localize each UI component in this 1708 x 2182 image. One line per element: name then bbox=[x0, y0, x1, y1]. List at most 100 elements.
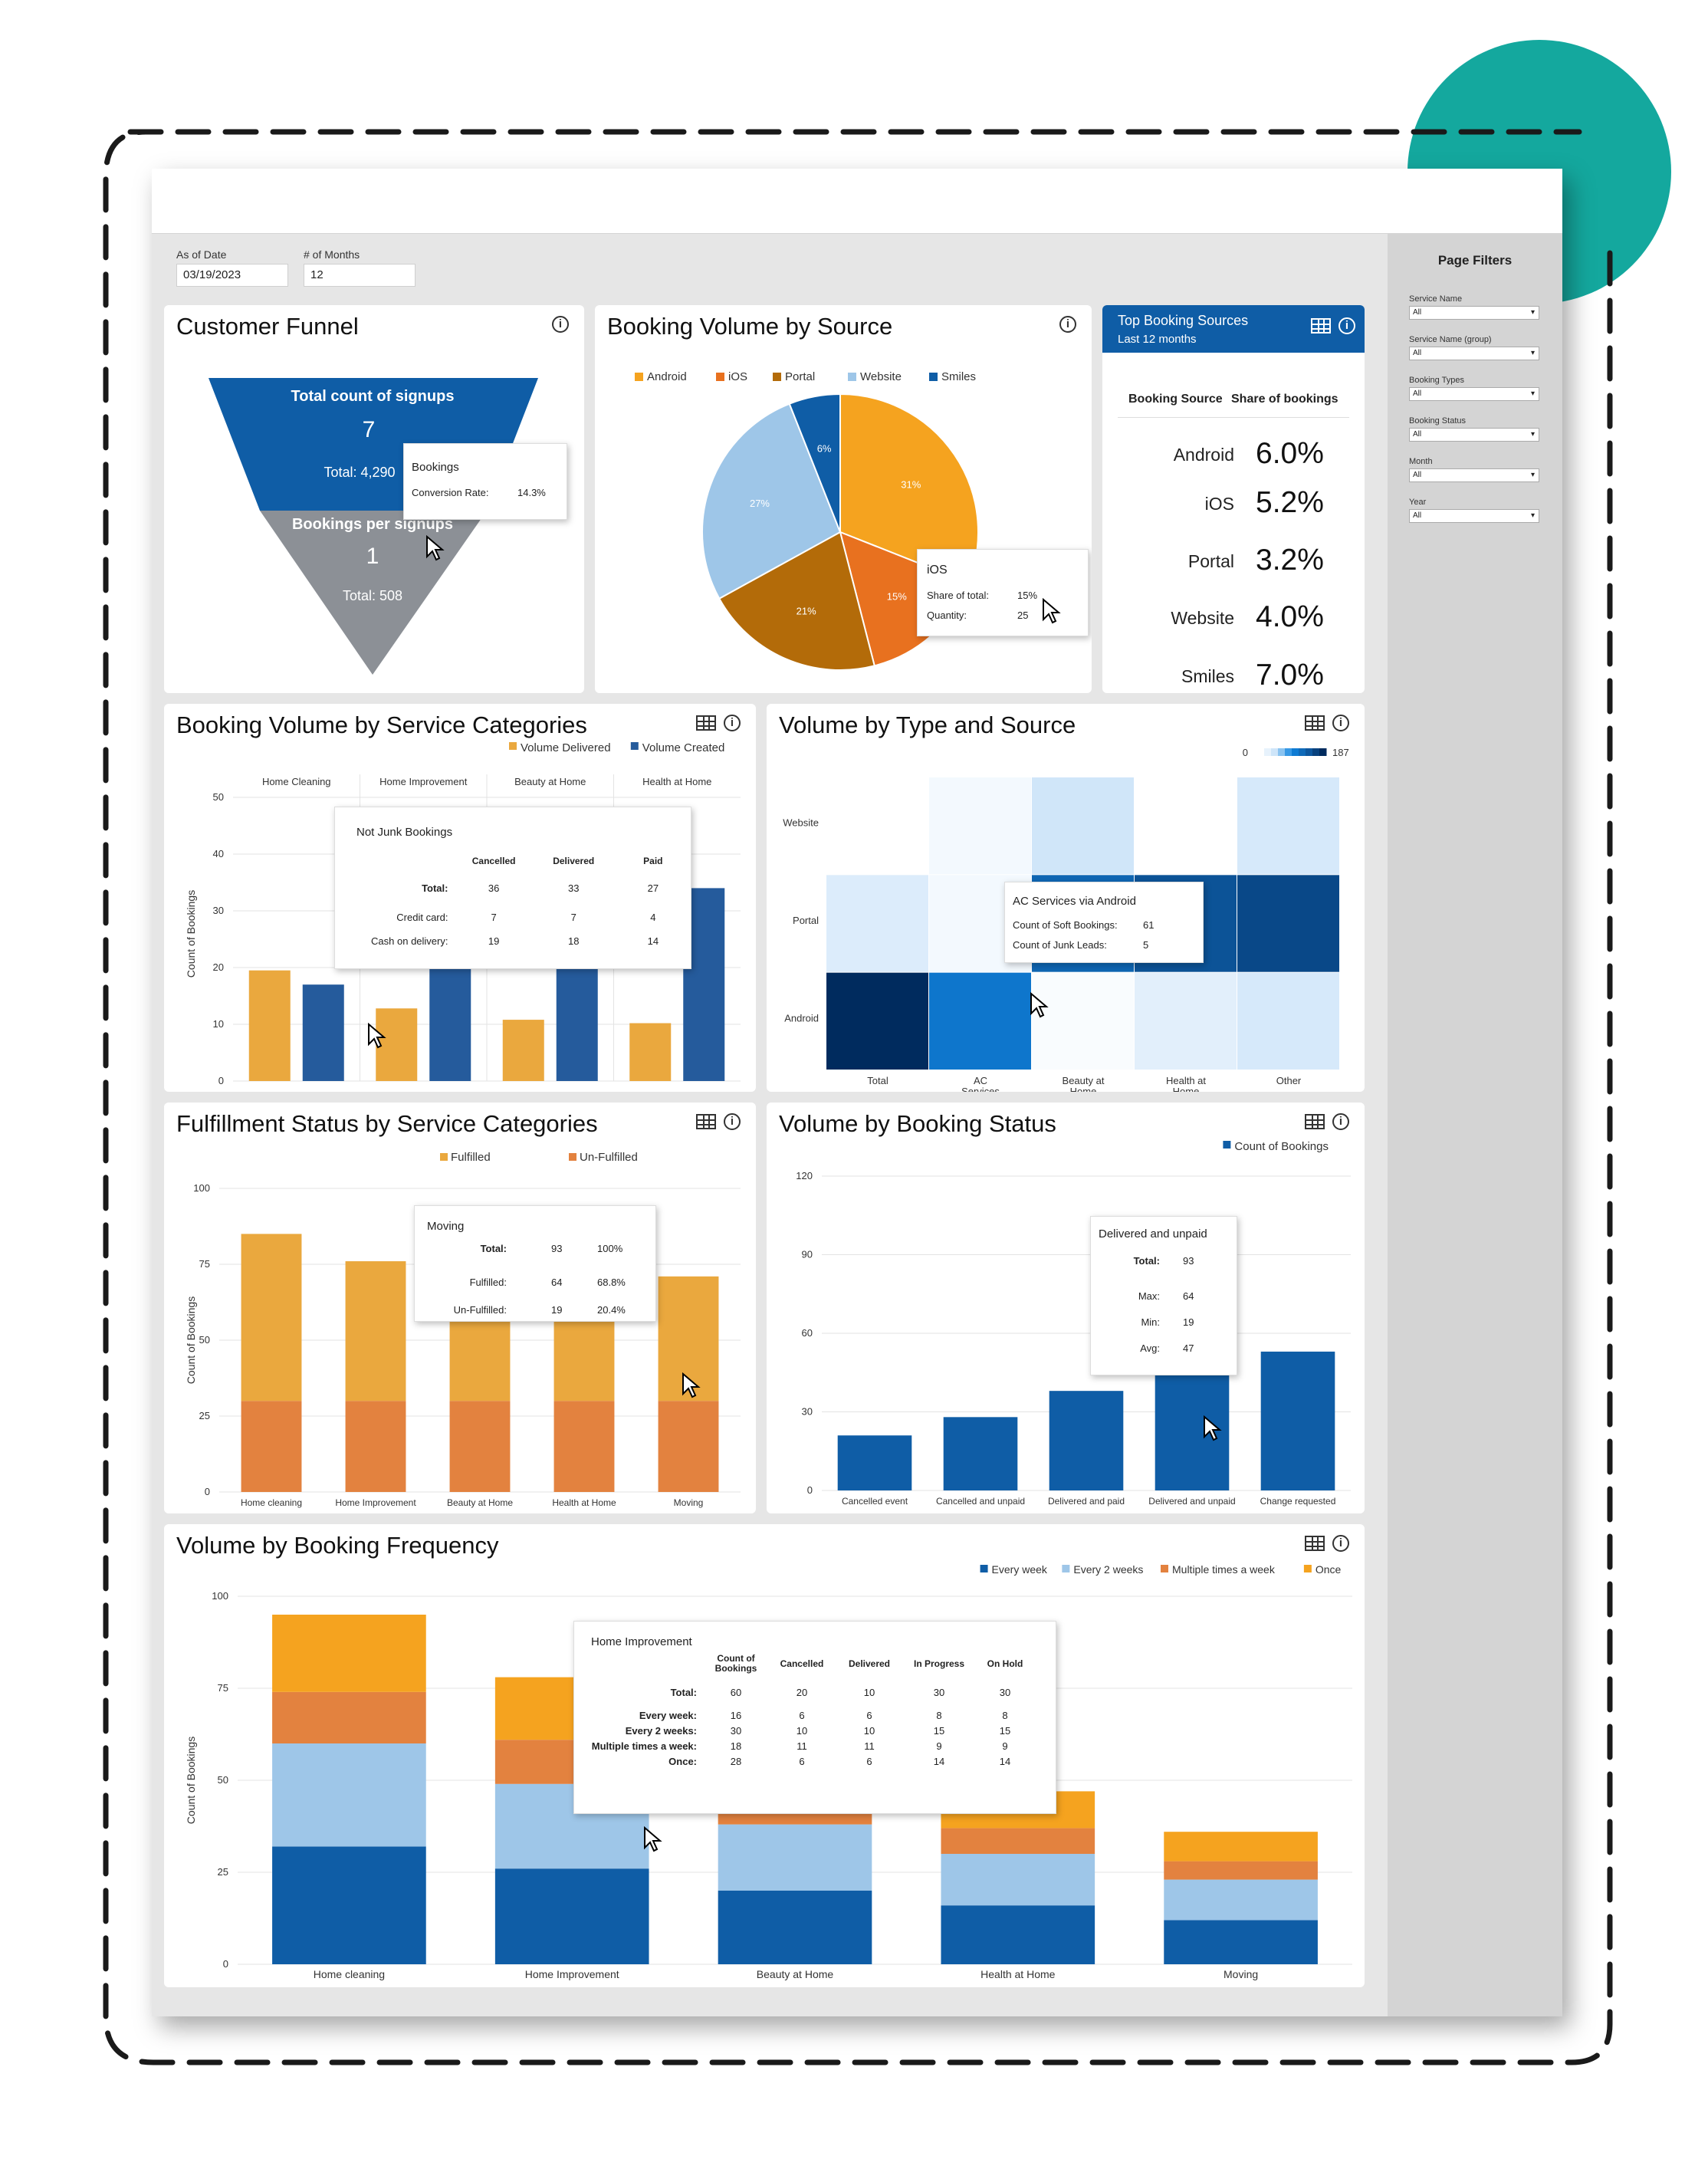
source-share: 3.2% bbox=[1256, 544, 1324, 577]
tooltip-cell: 9 bbox=[1002, 1740, 1008, 1752]
tooltip-title: Bookings bbox=[412, 461, 459, 474]
tooltip-cell: 14 bbox=[933, 1755, 945, 1767]
info-icon[interactable]: i bbox=[552, 316, 569, 333]
x-category-label: Delivered and paid bbox=[1048, 1496, 1125, 1507]
bar-volume-created bbox=[302, 984, 344, 1081]
x-category-label: Change requested bbox=[1260, 1496, 1336, 1507]
filter-label: Year bbox=[1409, 498, 1427, 507]
table-icon[interactable] bbox=[1311, 318, 1331, 334]
bar-fulfilled bbox=[345, 1261, 406, 1402]
y-tick-label: 60 bbox=[802, 1327, 813, 1339]
y-axis-label: Count of Bookings bbox=[185, 890, 197, 978]
tooltip-value: 20.4% bbox=[597, 1304, 626, 1316]
filter-select[interactable]: All bbox=[1409, 428, 1539, 442]
months-label: # of Months bbox=[304, 248, 360, 261]
tooltip-label: Un-Fulfilled: bbox=[453, 1304, 507, 1316]
heatmap-cell bbox=[929, 972, 1031, 1070]
source-name: Portal bbox=[1187, 551, 1234, 571]
info-icon[interactable]: i bbox=[1332, 715, 1349, 731]
mouse-cursor bbox=[1204, 1415, 1222, 1441]
pie-slice-smiles bbox=[788, 393, 841, 533]
table-icon[interactable] bbox=[696, 715, 716, 731]
table-icon[interactable] bbox=[1305, 1114, 1325, 1129]
tooltip-cell: 14 bbox=[999, 1755, 1011, 1767]
y-tick-label: 90 bbox=[802, 1249, 813, 1260]
legend-label: Once bbox=[1315, 1563, 1342, 1576]
table-icon[interactable] bbox=[1305, 715, 1325, 731]
filter-year: Year All bbox=[1409, 498, 1539, 523]
top-sources-title: Top Booking Sources bbox=[1118, 313, 1249, 328]
months-input[interactable]: 12 bbox=[304, 264, 416, 287]
app-top-bar bbox=[152, 169, 1562, 234]
service-volume-tooltip: Not Junk Bookings Cancelled Delivered Pa… bbox=[334, 807, 691, 969]
legend-swatch bbox=[848, 373, 856, 381]
tooltip-label: Avg: bbox=[1140, 1342, 1160, 1354]
tooltip-col: Cancelled bbox=[780, 1658, 824, 1669]
filter-select[interactable]: All bbox=[1409, 347, 1539, 360]
heatmap-cell bbox=[1135, 777, 1237, 875]
tooltip-cell: 6 bbox=[866, 1709, 872, 1721]
filter-booking-status: Booking Status All bbox=[1409, 416, 1539, 442]
funnel-bottom-total: Total: 508 bbox=[343, 588, 402, 603]
legend-swatch bbox=[630, 742, 639, 750]
facet-label: Health at Home bbox=[642, 776, 711, 787]
x-category-label: Home cleaning bbox=[241, 1497, 302, 1508]
filter-select[interactable]: All bbox=[1409, 509, 1539, 523]
col-share: Share of bookings bbox=[1231, 393, 1338, 406]
funnel-bottom-value: 1 bbox=[366, 544, 379, 569]
as-of-date-filter: As of Date 03/19/2023 bbox=[176, 248, 288, 287]
table-icon[interactable] bbox=[696, 1114, 716, 1129]
tooltip-cell: 18 bbox=[567, 935, 580, 947]
legend-label: Every 2 weeks bbox=[1073, 1563, 1143, 1576]
tooltip-title: Not Junk Bookings bbox=[356, 826, 453, 839]
tooltip-cell: 33 bbox=[567, 882, 580, 894]
tooltip-value: 100% bbox=[597, 1243, 623, 1254]
filter-service-name-group: Service Name (group) All bbox=[1409, 335, 1539, 360]
funnel-top-label: Total count of signups bbox=[291, 388, 455, 405]
booking-status-card: Volume by Booking Status i 0 30 60 90 120 Can… bbox=[767, 1103, 1365, 1513]
tooltip-col: Delivered bbox=[553, 856, 595, 866]
tooltip-row-label: Once: bbox=[668, 1755, 697, 1767]
tooltip-cell: 4 bbox=[650, 911, 656, 923]
table-icon[interactable] bbox=[1305, 1536, 1325, 1551]
tooltip-title: Moving bbox=[427, 1220, 465, 1233]
x-category-label: Beauty at Home bbox=[757, 1968, 834, 1980]
info-icon[interactable]: i bbox=[1338, 317, 1355, 334]
bar-un-fulfilled bbox=[241, 1401, 302, 1492]
as-of-date-input[interactable]: 03/19/2023 bbox=[176, 264, 288, 287]
filter-select[interactable]: All bbox=[1409, 306, 1539, 320]
source-name: iOS bbox=[1204, 494, 1234, 514]
legend-label: Every week bbox=[992, 1563, 1048, 1576]
card-icons: i bbox=[1305, 715, 1349, 731]
top-sources-header: Top Booking Sources Last 12 months i bbox=[1102, 305, 1365, 353]
tooltip-row-label: Multiple times a week: bbox=[591, 1740, 697, 1752]
funnel-top-total: Total: 4,290 bbox=[324, 465, 395, 480]
bar-volume-created bbox=[429, 961, 471, 1081]
card-icons: i bbox=[552, 316, 569, 333]
info-icon[interactable]: i bbox=[1332, 1113, 1349, 1130]
legend-label: Volume Delivered bbox=[521, 741, 611, 754]
heatmap-cell bbox=[826, 972, 928, 1070]
pie-slice-portal bbox=[718, 531, 875, 671]
heatmap-col-label: Services bbox=[961, 1086, 1000, 1092]
pie-slice-label: 15% bbox=[887, 591, 907, 603]
info-icon[interactable]: i bbox=[1059, 316, 1076, 333]
filter-select[interactable]: All bbox=[1409, 468, 1539, 482]
info-icon[interactable]: i bbox=[724, 715, 741, 731]
heatmap-cell bbox=[929, 777, 1031, 875]
tooltip-label: Conversion Rate: bbox=[412, 487, 489, 498]
tooltip-row-label: Total: bbox=[422, 882, 448, 894]
tooltip-cell: 6 bbox=[799, 1755, 805, 1767]
filter-select[interactable]: All bbox=[1409, 387, 1539, 401]
tooltip-cell: 10 bbox=[863, 1686, 875, 1698]
info-icon[interactable]: i bbox=[724, 1113, 741, 1130]
tooltip-value: 93 bbox=[1183, 1255, 1194, 1267]
bar-every-week bbox=[1164, 1920, 1318, 1964]
x-category-label: Health at Home bbox=[552, 1497, 616, 1508]
scale-swatch bbox=[1306, 748, 1313, 756]
card-icons: i bbox=[1305, 1535, 1349, 1552]
info-icon[interactable]: i bbox=[1332, 1535, 1349, 1552]
bar-once bbox=[272, 1615, 426, 1692]
source-pie-chart: 31% 15% 21% 27% 6% Android iOS Portal Website Smi… bbox=[635, 370, 979, 671]
tooltip-value: 93 bbox=[551, 1243, 563, 1254]
